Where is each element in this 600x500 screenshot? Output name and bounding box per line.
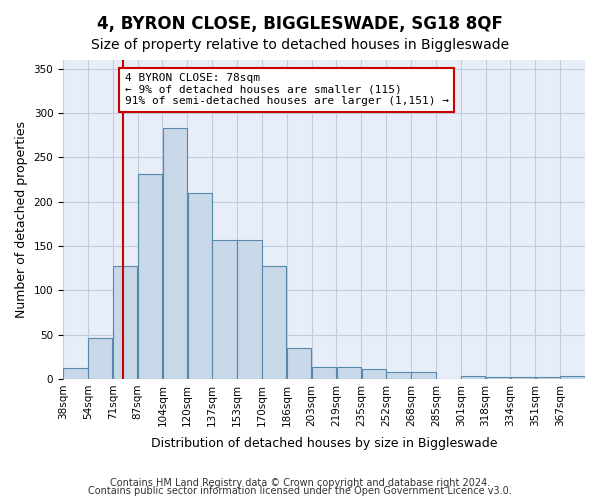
Text: Contains public sector information licensed under the Open Government Licence v3: Contains public sector information licen… — [88, 486, 512, 496]
Text: Size of property relative to detached houses in Biggleswade: Size of property relative to detached ho… — [91, 38, 509, 52]
Bar — [486, 377, 510, 379]
Text: 4 BYRON CLOSE: 78sqm
← 9% of detached houses are smaller (115)
91% of semi-detac: 4 BYRON CLOSE: 78sqm ← 9% of detached ho… — [125, 74, 449, 106]
Bar — [362, 369, 386, 379]
Bar — [163, 128, 187, 379]
Bar — [312, 368, 336, 379]
Bar — [536, 377, 560, 379]
Text: Contains HM Land Registry data © Crown copyright and database right 2024.: Contains HM Land Registry data © Crown c… — [110, 478, 490, 488]
Bar — [188, 193, 212, 379]
Bar — [262, 266, 286, 379]
Y-axis label: Number of detached properties: Number of detached properties — [15, 121, 28, 318]
Bar — [337, 368, 361, 379]
Bar — [287, 348, 311, 379]
Bar — [138, 174, 162, 379]
Bar — [511, 377, 535, 379]
Bar — [212, 240, 237, 379]
Bar — [88, 338, 112, 379]
Bar — [461, 376, 485, 379]
Bar — [411, 372, 436, 379]
Bar — [237, 240, 262, 379]
Bar — [560, 376, 585, 379]
Bar — [113, 266, 137, 379]
Bar — [63, 368, 88, 379]
X-axis label: Distribution of detached houses by size in Biggleswade: Distribution of detached houses by size … — [151, 437, 497, 450]
Bar — [386, 372, 411, 379]
Text: 4, BYRON CLOSE, BIGGLESWADE, SG18 8QF: 4, BYRON CLOSE, BIGGLESWADE, SG18 8QF — [97, 15, 503, 33]
